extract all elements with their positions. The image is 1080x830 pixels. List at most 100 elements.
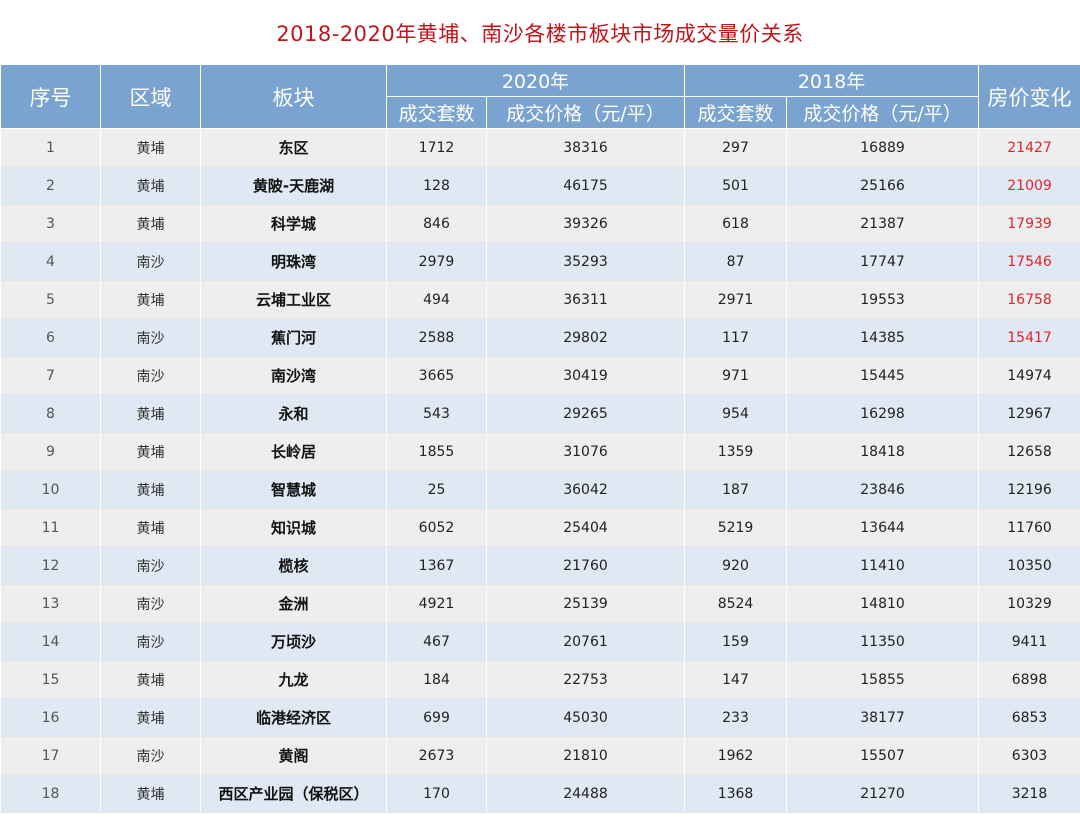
cell-area: 黄埔 xyxy=(100,280,201,319)
table-row: 6 南沙 蕉门河 2588 29802 117 14385 15417 xyxy=(0,318,1080,357)
table-row: 12 南沙 榄核 1367 21760 920 11410 10350 xyxy=(0,546,1080,585)
cell-area: 黄埔 xyxy=(100,166,201,205)
cell-area: 南沙 xyxy=(100,736,201,775)
table-row: 8 黄埔 永和 543 29265 954 16298 12967 xyxy=(0,394,1080,433)
header-price-change: 房价变化 xyxy=(978,64,1080,129)
cell-price-2018: 15445 xyxy=(786,356,980,395)
cell-volume-2018: 618 xyxy=(684,204,788,243)
cell-index: 1 xyxy=(0,128,101,167)
cell-price-2020: 38316 xyxy=(485,128,686,167)
cell-price-2020: 36311 xyxy=(485,280,686,319)
cell-price-2018: 14810 xyxy=(786,584,980,623)
table-row: 18 黄埔 西区产业园（保税区） 170 24488 1368 21270 3218 xyxy=(0,774,1080,813)
cell-index: 2 xyxy=(0,166,101,205)
cell-price-2018: 16889 xyxy=(786,128,980,167)
cell-price-2018: 14385 xyxy=(786,318,980,357)
header-year-2018: 2018年 xyxy=(684,64,980,97)
cell-volume-2018: 2971 xyxy=(684,280,788,319)
cell-volume-2020: 4921 xyxy=(386,584,487,623)
cell-price-2020: 21760 xyxy=(485,546,686,585)
header-volume-2020: 成交套数 xyxy=(386,96,487,129)
cell-price-2020: 30419 xyxy=(485,356,686,395)
header-price-2018: 成交价格（元/平） xyxy=(786,96,980,129)
cell-index: 7 xyxy=(0,356,101,395)
page-title: 2018-2020年黄埔、南沙各楼市板块市场成交量价关系 xyxy=(276,22,804,46)
cell-price-2020: 22753 xyxy=(485,660,686,699)
cell-price-change: 16758 xyxy=(978,280,1080,319)
table-row: 17 南沙 黄阁 2673 21810 1962 15507 6303 xyxy=(0,736,1080,775)
cell-volume-2020: 170 xyxy=(386,774,487,813)
cell-area: 黄埔 xyxy=(100,698,201,737)
cell-price-2018: 23846 xyxy=(786,470,980,509)
cell-price-change: 14974 xyxy=(978,356,1080,395)
cell-area: 黄埔 xyxy=(100,432,201,471)
cell-volume-2018: 87 xyxy=(684,242,788,281)
cell-price-2020: 29265 xyxy=(485,394,686,433)
table-row: 1 黄埔 东区 1712 38316 297 16889 21427 xyxy=(0,128,1080,167)
cell-price-2020: 35293 xyxy=(485,242,686,281)
cell-block: 蕉门河 xyxy=(200,318,387,357)
cell-index: 14 xyxy=(0,622,101,661)
cell-area: 南沙 xyxy=(100,356,201,395)
cell-volume-2020: 494 xyxy=(386,280,487,319)
cell-price-2020: 25139 xyxy=(485,584,686,623)
header-area: 区域 xyxy=(100,64,201,129)
cell-price-change: 17939 xyxy=(978,204,1080,243)
cell-price-change: 10350 xyxy=(978,546,1080,585)
cell-index: 16 xyxy=(0,698,101,737)
table-row: 3 黄埔 科学城 846 39326 618 21387 17939 xyxy=(0,204,1080,243)
cell-block: 长岭居 xyxy=(200,432,387,471)
cell-volume-2018: 159 xyxy=(684,622,788,661)
cell-price-change: 6303 xyxy=(978,736,1080,775)
cell-price-2020: 25404 xyxy=(485,508,686,547)
cell-price-2018: 15507 xyxy=(786,736,980,775)
cell-volume-2018: 1359 xyxy=(684,432,788,471)
cell-price-2020: 21810 xyxy=(485,736,686,775)
header-price-2020: 成交价格（元/平） xyxy=(485,96,686,129)
header-volume-2018: 成交套数 xyxy=(684,96,788,129)
cell-block: 榄核 xyxy=(200,546,387,585)
cell-volume-2020: 1367 xyxy=(386,546,487,585)
cell-volume-2020: 25 xyxy=(386,470,487,509)
table-row: 7 南沙 南沙湾 3665 30419 971 15445 14974 xyxy=(0,356,1080,395)
cell-block: 临港经济区 xyxy=(200,698,387,737)
cell-volume-2018: 501 xyxy=(684,166,788,205)
cell-volume-2018: 954 xyxy=(684,394,788,433)
table-row: 2 黄埔 黄陂-天鹿湖 128 46175 501 25166 21009 xyxy=(0,166,1080,205)
cell-block: 西区产业园（保税区） xyxy=(200,774,387,813)
cell-index: 17 xyxy=(0,736,101,775)
table-row: 5 黄埔 云埔工业区 494 36311 2971 19553 16758 xyxy=(0,280,1080,319)
cell-price-2018: 18418 xyxy=(786,432,980,471)
cell-index: 11 xyxy=(0,508,101,547)
cell-block: 云埔工业区 xyxy=(200,280,387,319)
cell-block: 黄陂-天鹿湖 xyxy=(200,166,387,205)
cell-index: 8 xyxy=(0,394,101,433)
cell-volume-2020: 1855 xyxy=(386,432,487,471)
cell-volume-2018: 1368 xyxy=(684,774,788,813)
cell-volume-2020: 184 xyxy=(386,660,487,699)
cell-price-2018: 19553 xyxy=(786,280,980,319)
cell-volume-2018: 8524 xyxy=(684,584,788,623)
header-index: 序号 xyxy=(0,64,101,129)
cell-price-change: 11760 xyxy=(978,508,1080,547)
cell-volume-2018: 187 xyxy=(684,470,788,509)
cell-index: 18 xyxy=(0,774,101,813)
cell-area: 黄埔 xyxy=(100,204,201,243)
table-header: 序号 区域 板块 2020年 2018年 房价变化 成交套数 成交价格（元/平）… xyxy=(0,64,1080,129)
table-row: 9 黄埔 长岭居 1855 31076 1359 18418 12658 xyxy=(0,432,1080,471)
cell-block: 金洲 xyxy=(200,584,387,623)
cell-volume-2018: 233 xyxy=(684,698,788,737)
cell-volume-2020: 543 xyxy=(386,394,487,433)
cell-price-2018: 21270 xyxy=(786,774,980,813)
table-row: 13 南沙 金洲 4921 25139 8524 14810 10329 xyxy=(0,584,1080,623)
cell-area: 黄埔 xyxy=(100,470,201,509)
table-body: 1 黄埔 东区 1712 38316 297 16889 21427 2 黄埔 黄陂-天鹿湖 128 4… xyxy=(0,128,1080,813)
cell-price-2018: 17747 xyxy=(786,242,980,281)
cell-block: 南沙湾 xyxy=(200,356,387,395)
cell-volume-2018: 5219 xyxy=(684,508,788,547)
cell-price-change: 12196 xyxy=(978,470,1080,509)
cell-block: 科学城 xyxy=(200,204,387,243)
cell-price-2020: 20761 xyxy=(485,622,686,661)
table-row: 4 南沙 明珠湾 2979 35293 87 17747 17546 xyxy=(0,242,1080,281)
cell-index: 4 xyxy=(0,242,101,281)
